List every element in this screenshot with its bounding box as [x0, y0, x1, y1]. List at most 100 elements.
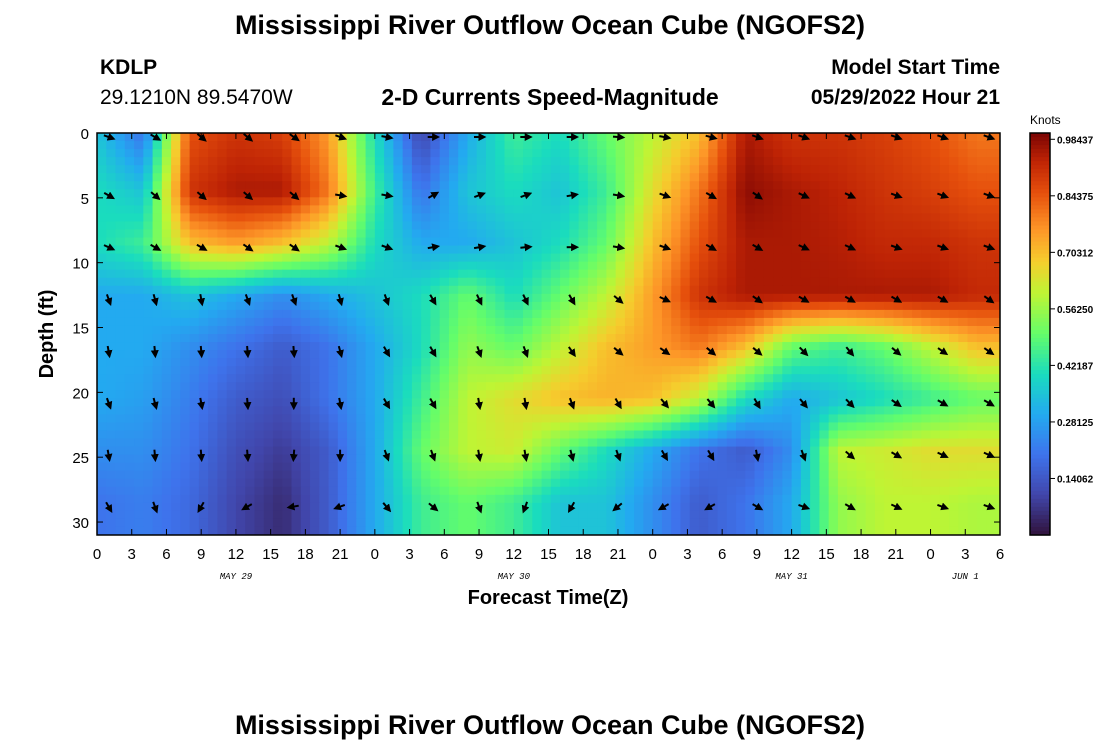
heat-cell [365, 478, 376, 488]
heat-cell [874, 285, 885, 295]
heat-cell [300, 502, 311, 512]
heat-cell [587, 149, 598, 158]
heat-cell [912, 157, 922, 166]
heat-cell [402, 229, 413, 239]
heat-cell [374, 406, 385, 415]
heat-cell [485, 149, 496, 158]
heat-cell [587, 454, 598, 464]
heat-cell [310, 462, 320, 472]
heat-cell [393, 301, 404, 311]
heat-cell [939, 213, 950, 223]
heat-cell [949, 470, 959, 480]
heat-cell [745, 317, 756, 327]
heat-cell [282, 237, 293, 247]
heat-cell [319, 149, 330, 158]
heat-cell [430, 221, 441, 231]
heat-cell [198, 213, 209, 223]
heat-cell [189, 181, 200, 190]
heat-cell [171, 358, 181, 367]
heat-cell [810, 157, 820, 166]
heat-cell [189, 398, 200, 407]
heat-cell [587, 277, 598, 287]
heat-cell [921, 229, 932, 239]
heat-cell [347, 197, 357, 206]
heat-cell [828, 245, 839, 255]
heat-cell [800, 422, 811, 432]
heat-cell [569, 197, 580, 206]
heat-cell [485, 133, 496, 142]
heat-cell [161, 245, 172, 255]
heat-cell [476, 213, 487, 223]
current-arrow [613, 295, 624, 304]
current-arrow [104, 345, 113, 359]
heat-cell [476, 342, 487, 351]
heat-cell [411, 382, 422, 391]
heat-cell [476, 390, 487, 399]
heat-cell [411, 502, 422, 512]
heat-cell [189, 406, 200, 415]
heat-cell [504, 446, 515, 456]
heat-cell [541, 221, 552, 231]
heat-cell [245, 229, 256, 239]
heat-cell [134, 398, 144, 407]
heat-cell [587, 334, 598, 343]
heat-cell [745, 358, 756, 367]
heat-cell [337, 325, 348, 335]
heat-cell [226, 285, 237, 295]
heat-cell [856, 253, 867, 263]
heat-cell [624, 510, 635, 520]
heat-cell [365, 301, 376, 311]
heat-cell [430, 494, 441, 504]
heat-cell [652, 141, 663, 150]
heat-cell [411, 157, 422, 166]
heat-cell [263, 189, 274, 198]
heat-cell [217, 205, 228, 214]
heat-cell [828, 358, 839, 367]
heat-cell [745, 237, 756, 247]
heat-cell [717, 342, 728, 351]
heat-cell [671, 398, 682, 407]
heat-cell [967, 221, 978, 231]
current-arrow [890, 191, 903, 199]
heat-cell [402, 518, 413, 528]
heat-cell [208, 438, 218, 448]
heat-cell [458, 430, 469, 440]
heat-cell [949, 285, 959, 295]
heat-cell [606, 165, 617, 174]
heat-cell [726, 422, 737, 432]
heat-cell [495, 398, 506, 407]
heat-cell [374, 325, 385, 335]
heat-cell [235, 454, 246, 464]
heat-cell [106, 526, 117, 535]
heat-cell [272, 478, 283, 488]
heat-cell [958, 334, 969, 343]
heat-cell [143, 165, 154, 174]
heat-cell [208, 229, 218, 239]
heat-cell [976, 478, 987, 488]
heat-cell [115, 325, 126, 335]
heat-cell [754, 181, 765, 190]
heat-cell [726, 446, 737, 456]
heat-cell [310, 237, 320, 247]
heat-cell [874, 309, 885, 319]
heat-cell [235, 486, 246, 496]
heat-cell [161, 446, 172, 456]
heat-cell [152, 285, 163, 295]
heat-cell [699, 213, 709, 223]
current-arrow [289, 133, 300, 142]
heat-cell [393, 446, 404, 456]
heat-cell [597, 366, 607, 375]
heat-cell [272, 157, 283, 166]
heat-cell [791, 293, 802, 303]
heat-cell [328, 470, 339, 480]
heat-cell [189, 430, 200, 440]
heat-cell [189, 141, 200, 150]
heat-cell [384, 213, 394, 223]
heat-cell [810, 253, 820, 263]
heat-cell [726, 165, 737, 174]
heat-cell [763, 197, 774, 206]
heat-cell [884, 317, 895, 327]
heat-cell [643, 494, 654, 504]
current-arrow [752, 191, 763, 200]
heat-cell [485, 229, 496, 239]
